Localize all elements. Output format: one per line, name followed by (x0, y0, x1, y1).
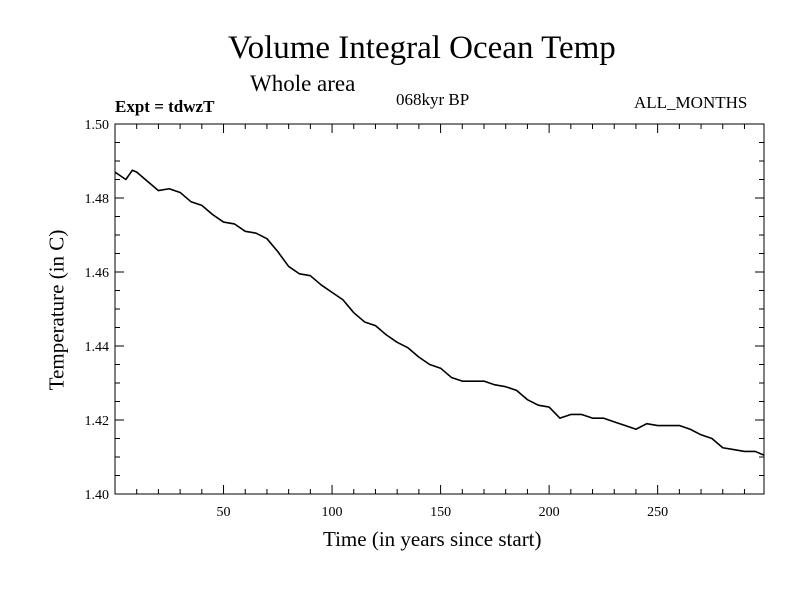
chart-title: Volume Integral Ocean Temp (228, 30, 616, 66)
y-tick-label: 1.40 (85, 488, 110, 503)
x-tick-label: 150 (430, 505, 451, 520)
months-label: ALL_MONTHS (634, 93, 748, 112)
y-tick-label: 1.46 (85, 266, 110, 281)
period-label: 068kyr BP (396, 90, 470, 109)
chart-subtitle: Whole area (250, 71, 356, 96)
y-tick-label: 1.50 (85, 118, 110, 133)
x-tick-label: 50 (217, 505, 231, 520)
y-tick-label: 1.48 (85, 192, 110, 207)
x-axis-label: Time (in years since start) (323, 527, 542, 551)
axis-tick-labels: 50 100 150 200 250 1.40 1.42 1.44 1.46 1.48 1.50 (85, 118, 669, 520)
axis-ticks (115, 124, 764, 494)
experiment-label: Expt = tdwzT (115, 97, 215, 116)
y-tick-label: 1.42 (85, 414, 110, 429)
series-line (114, 169, 765, 456)
x-tick-label: 250 (647, 505, 668, 520)
y-tick-label: 1.44 (85, 340, 110, 355)
x-tick-label: 200 (539, 505, 560, 520)
plot-frame (114, 123, 765, 495)
x-tick-label: 100 (322, 505, 343, 520)
